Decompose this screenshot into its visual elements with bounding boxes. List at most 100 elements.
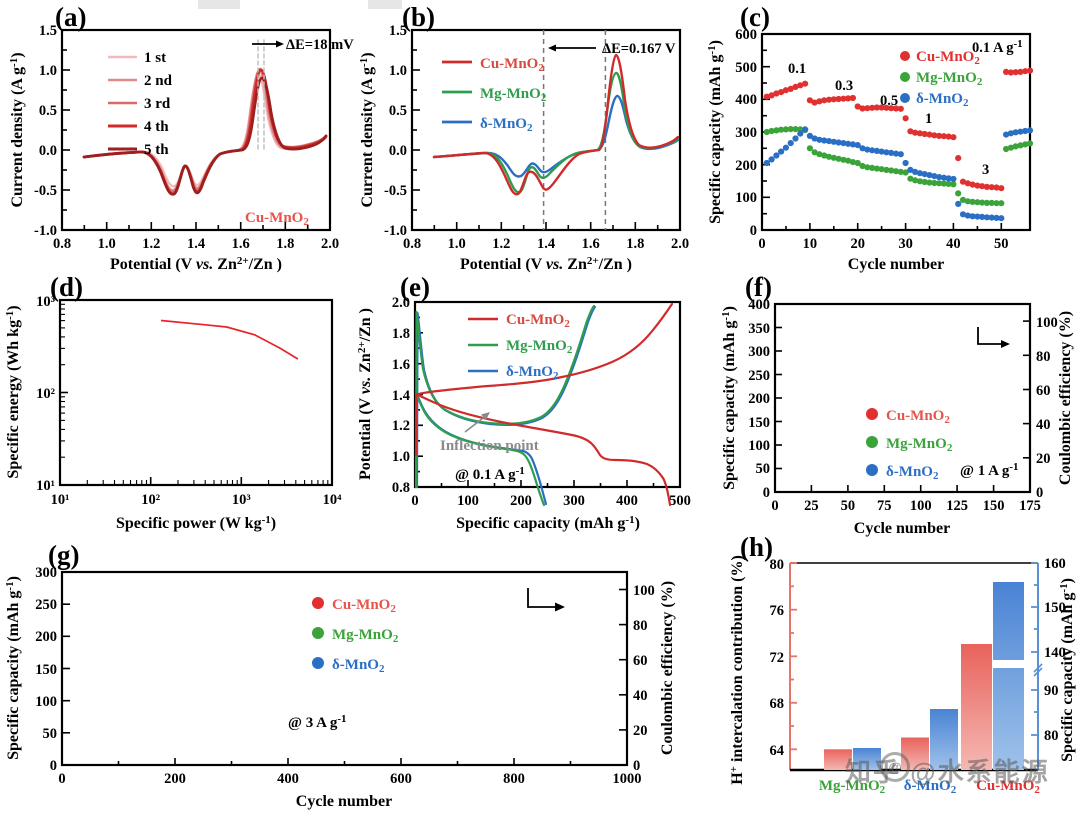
data-point (916, 178, 923, 185)
data-point (849, 141, 856, 148)
data-point (859, 145, 866, 152)
data-point (940, 174, 947, 181)
data-point (964, 212, 971, 219)
data-point (830, 138, 837, 145)
x-tick: 1.2 (142, 236, 160, 252)
data-point (988, 214, 995, 221)
data-point (955, 200, 962, 207)
data-point (821, 152, 828, 159)
data-point (993, 214, 1000, 221)
panel-e-y-axis-label: Potential (V vs. Zn2+/Zn ) (356, 308, 374, 480)
data-point (840, 140, 847, 147)
data-point (849, 159, 856, 166)
data-point (1022, 141, 1029, 148)
legend-label: Cu-MnO2 (332, 597, 396, 615)
data-point (883, 149, 890, 156)
data-point (854, 142, 861, 149)
data-point (811, 99, 818, 106)
panel-a-x-axis-label: Potential (V vs. Zn2+/Zn ) (110, 255, 282, 273)
y-tick: 200 (748, 391, 770, 407)
panel-g-rate-label: @ 3 A g-1 (288, 713, 347, 731)
y-tick: 300 (748, 344, 770, 360)
panel-c-x-axis-label: Cycle number (848, 256, 944, 273)
legend-label: Mg-MnO2 (480, 86, 547, 104)
panel-b-curves (432, 30, 680, 230)
y-tick: 10¹ (36, 478, 55, 494)
data-point (979, 213, 986, 220)
legend-label: Mg-MnO2 (916, 70, 983, 88)
data-point (959, 178, 967, 185)
data-point (869, 104, 876, 111)
panel-d: (d) 10¹ 10² 10³ (0, 272, 350, 542)
data-point (902, 169, 909, 176)
panel-b-label: (b) (402, 2, 435, 32)
panel-c-label: (c) (740, 2, 770, 32)
x-tick: 1.6 (582, 236, 600, 252)
data-point (907, 175, 914, 182)
data-point (802, 126, 809, 133)
data-point (926, 179, 933, 186)
data-point (936, 180, 943, 187)
watermark-logo: @ (880, 752, 910, 782)
y-tick: 200 (35, 629, 57, 645)
data-point (888, 105, 895, 112)
panel-f-x-axis: 0 25 50 75 100 125 150 175 (771, 485, 1041, 514)
data-point (998, 215, 1005, 222)
x-tick: 200 (164, 771, 186, 787)
data-point (988, 199, 995, 206)
y-tick: 0 (750, 223, 757, 239)
data-point (806, 132, 813, 139)
y-tick-right: 150 (1044, 600, 1066, 616)
y-tick: 100 (735, 190, 757, 206)
rate-label-final: 0.1 A g-1 (972, 38, 1023, 56)
legend-label: Mg-MnO2 (506, 338, 573, 356)
data-point (921, 178, 928, 186)
legend-label: 5 th (144, 142, 169, 158)
data-point (897, 168, 904, 175)
panel-a-label: (a) (55, 2, 87, 32)
x-tick: 100 (910, 498, 932, 514)
top-strip-left (198, 0, 240, 9)
panel-f-label: (f) (745, 272, 772, 302)
panel-f-rate-label: @ 1 A g-1 (960, 461, 1019, 479)
panel-c-datapoints (763, 67, 1034, 222)
data-point (969, 198, 976, 205)
panel-e-x-axis: 0 100 200 300 400 500 (411, 480, 691, 509)
panel-b-legend: Cu-MnO2 Mg-MnO2 δ-MnO2 (442, 56, 547, 134)
data-point (849, 94, 856, 102)
data-point (926, 172, 933, 179)
data-point (787, 85, 794, 92)
data-point (945, 133, 952, 140)
data-point (950, 175, 957, 183)
y-tick-right: 60 (633, 653, 648, 669)
data-point (892, 105, 900, 112)
data-point (869, 164, 876, 171)
legend-label: 2 nd (144, 73, 173, 89)
y-tick: 150 (748, 415, 770, 431)
data-point (1012, 143, 1019, 150)
y-tick: 1.0 (389, 63, 407, 79)
y-tick: 2.0 (392, 295, 410, 311)
y-tick: 300 (735, 125, 757, 141)
data-point (959, 196, 967, 203)
data-point (1017, 128, 1024, 135)
panel-a-sample-label: Cu-MnO2 (245, 210, 309, 228)
data-point (854, 103, 861, 110)
x-tick: 200 (510, 493, 532, 509)
panel-a-x-axis: 0.8 1.0 1.2 1.4 1.6 1.8 2.0 (53, 222, 339, 252)
data-point (955, 190, 962, 197)
panel-g-x-axis-label: Cycle number (296, 793, 392, 810)
data-point (859, 162, 866, 170)
panel-h-y-axis-right: 80 90 140 150 160 (1031, 556, 1066, 744)
y-tick-right: 0 (633, 758, 640, 774)
panel-h: (h) 64 68 72 76 80 (720, 530, 1080, 813)
data-point (792, 83, 799, 90)
y-tick: 1.4 (392, 388, 410, 404)
data-point (1026, 127, 1034, 134)
panel-d-series (160, 319, 299, 360)
x-tick: 1.2 (492, 236, 510, 252)
data-point (778, 126, 785, 133)
data-point (983, 214, 990, 221)
panel-g-legend: Cu-MnO2 Mg-MnO2 δ-MnO2 (312, 597, 399, 675)
data-point (912, 129, 919, 136)
